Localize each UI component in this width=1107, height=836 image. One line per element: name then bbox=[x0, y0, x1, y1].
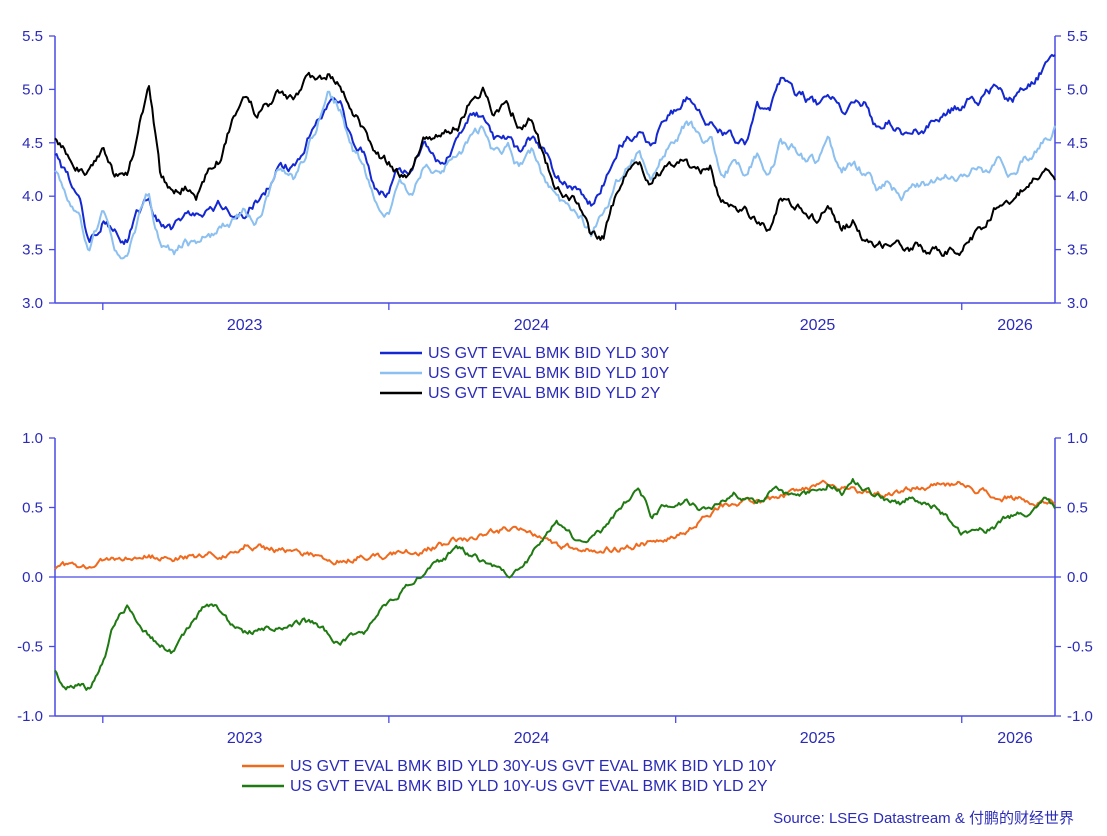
x-tick-label-2023: 2023 bbox=[227, 730, 263, 747]
x-tick-label-2026: 2026 bbox=[997, 317, 1033, 334]
legend-label-us-gvt-eval-bmk-bid-yld-10y: US GVT EVAL BMK BID YLD 10Y bbox=[428, 365, 670, 382]
y-tick-label-left: 4.5 bbox=[22, 135, 43, 152]
legend-label-us-gvt-eval-bmk-bid-yld-30y-us-gvt-eval-bmk-bid-yld-10y: US GVT EVAL BMK BID YLD 30Y-US GVT EVAL … bbox=[290, 758, 777, 775]
y-tick-label-left: 0.0 bbox=[22, 569, 43, 586]
y-tick-label-left: 0.5 bbox=[22, 500, 43, 517]
y-tick-label-right: 3.0 bbox=[1067, 295, 1088, 312]
series-line-us-gvt-eval-bmk-bid-yld-10y bbox=[54, 90, 1056, 260]
y-tick-label-left: 3.5 bbox=[22, 242, 43, 259]
x-tick-label-2024: 2024 bbox=[514, 317, 550, 334]
x-tick-label-2023: 2023 bbox=[227, 317, 263, 334]
source-note: Source: LSEG Datastream & 付鹏的财经世界 bbox=[773, 810, 1074, 827]
y-tick-label-left: -1.0 bbox=[17, 708, 43, 725]
y-tick-label-right: 5.5 bbox=[1067, 28, 1088, 45]
y-tick-label-left: 5.0 bbox=[22, 81, 43, 98]
legend-label-us-gvt-eval-bmk-bid-yld-10y-us-gvt-eval-bmk-bid-yld-2y: US GVT EVAL BMK BID YLD 10Y-US GVT EVAL … bbox=[290, 778, 768, 795]
series-line-us-gvt-eval-bmk-bid-yld-10y-us-gvt-eval-bmk-bid-yld-2y bbox=[54, 478, 1056, 691]
x-tick-label-2026: 2026 bbox=[997, 730, 1033, 747]
legend-label-us-gvt-eval-bmk-bid-yld-2y: US GVT EVAL BMK BID YLD 2Y bbox=[428, 385, 661, 402]
y-tick-label-left: 4.0 bbox=[22, 188, 43, 205]
series-line-us-gvt-eval-bmk-bid-yld-30y-us-gvt-eval-bmk-bid-yld-10y bbox=[54, 479, 1056, 570]
y-tick-label-right: 1.0 bbox=[1067, 430, 1088, 447]
x-tick-label-2024: 2024 bbox=[514, 730, 550, 747]
x-tick-label-2025: 2025 bbox=[800, 317, 836, 334]
y-tick-label-left: 3.0 bbox=[22, 295, 43, 312]
x-tick-label-2025: 2025 bbox=[800, 730, 836, 747]
series-line-us-gvt-eval-bmk-bid-yld-30y bbox=[54, 53, 1056, 245]
y-tick-label-right: 4.0 bbox=[1067, 188, 1088, 205]
y-tick-label-right: -0.5 bbox=[1067, 639, 1093, 656]
y-tick-label-right: 5.0 bbox=[1067, 81, 1088, 98]
bottom-chart: -1.0 -1.0 -0.5 -0.5 0.0 0.0 0.5 0.5 1.0 1.0 2023 20… bbox=[17, 430, 1093, 795]
y-tick-label-left: -0.5 bbox=[17, 639, 43, 656]
top-chart: 3.0 3.0 3.5 3.5 4.0 4.0 4.5 4.5 5.0 5.0 5.5 5.5 2023… bbox=[22, 28, 1088, 402]
y-tick-label-right: 0.5 bbox=[1067, 500, 1088, 517]
series-line-us-gvt-eval-bmk-bid-yld-2y bbox=[54, 71, 1056, 257]
y-tick-label-right: 3.5 bbox=[1067, 242, 1088, 259]
y-tick-label-right: -1.0 bbox=[1067, 708, 1093, 725]
y-tick-label-right: 4.5 bbox=[1067, 135, 1088, 152]
y-tick-label-right: 0.0 bbox=[1067, 569, 1088, 586]
y-tick-label-left: 1.0 bbox=[22, 430, 43, 447]
y-tick-label-left: 5.5 bbox=[22, 28, 43, 45]
legend-label-us-gvt-eval-bmk-bid-yld-30y: US GVT EVAL BMK BID YLD 30Y bbox=[428, 345, 670, 362]
